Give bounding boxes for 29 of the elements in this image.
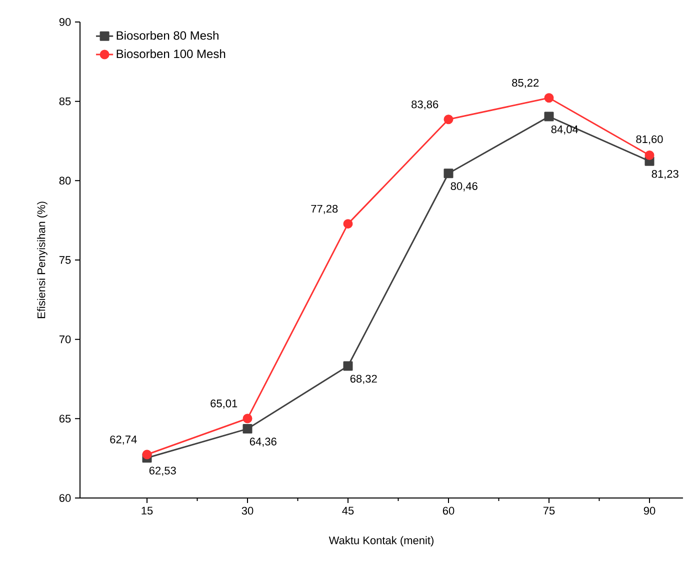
- data-label: 80,46: [450, 182, 478, 192]
- y-tick-label: 65: [59, 414, 71, 423]
- data-label: 84,04: [551, 125, 578, 135]
- data-label: 62,53: [149, 466, 176, 476]
- x-tick-label: 30: [242, 506, 254, 515]
- y-tick-label: 60: [59, 494, 71, 502]
- data-label: 68,32: [350, 374, 377, 384]
- y-tick-label: 90: [59, 18, 71, 26]
- y-tick-label: 80: [59, 176, 71, 185]
- data-label: 65,01: [210, 400, 238, 409]
- x-tick-label: 45: [342, 506, 354, 515]
- x-tick-label: 90: [644, 506, 656, 515]
- y-axis-title: Efisiensi Penyisihan (%): [37, 202, 48, 318]
- legend-label: Biosorben 80 Mesh: [116, 30, 218, 40]
- data-label: 81,23: [652, 170, 678, 180]
- y-tick-label: 70: [59, 335, 71, 344]
- legend-label: Biosorben 100 Mesh: [116, 49, 226, 58]
- data-label: 85,22: [512, 78, 539, 88]
- data-label: 81,60: [636, 135, 663, 144]
- data-label: 77,28: [311, 204, 338, 214]
- data-label: 64,36: [250, 438, 276, 447]
- x-tick-label: 60: [442, 506, 454, 515]
- data-label: 62,74: [110, 436, 137, 445]
- x-tick-label: 75: [543, 506, 555, 515]
- x-axis-title: Waktu Kontak (menit): [328, 536, 434, 546]
- x-tick-label: 15: [142, 506, 153, 515]
- y-tick-label: 85: [59, 97, 71, 106]
- data-label: 83,86: [412, 100, 438, 110]
- y-tick-label: 75: [59, 256, 71, 264]
